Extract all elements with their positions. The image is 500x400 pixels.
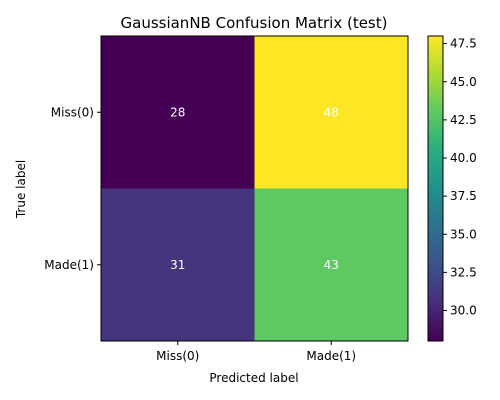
- chart-title: GaussianNB Confusion Matrix (test): [121, 14, 388, 32]
- y-axis: Miss(0) Made(1): [44, 105, 101, 272]
- x-axis: Miss(0) Made(1): [156, 341, 356, 363]
- cell-value-label: 48: [324, 105, 339, 119]
- x-axis-label: Predicted label: [209, 371, 298, 385]
- colorbar-tick-label: 30.0: [450, 304, 477, 318]
- cell-value-label: 31: [170, 258, 185, 272]
- heatmap-cells: 28 48 31 43: [101, 36, 409, 342]
- colorbar-tick-label: 32.5: [450, 265, 477, 279]
- y-axis-label: True label: [14, 160, 28, 219]
- y-tick-label: Made(1): [44, 258, 94, 272]
- colorbar-tick-label: 40.0: [450, 151, 477, 165]
- colorbar-tick-label: 35.0: [450, 227, 477, 241]
- colorbar-tick-label: 47.5: [450, 37, 477, 51]
- colorbar-tick-label: 42.5: [450, 113, 477, 127]
- colorbar-axis: 30.0 32.5 35.0 37.5 40.0 42.5 45.0 47.5: [443, 37, 477, 318]
- cell-value-label: 43: [324, 258, 339, 272]
- colorbar: [428, 36, 443, 341]
- x-tick-label: Miss(0): [156, 349, 199, 363]
- colorbar-tick-label: 45.0: [450, 75, 477, 89]
- y-tick-label: Miss(0): [51, 105, 94, 119]
- cell-value-label: 28: [170, 105, 185, 119]
- x-tick-label: Made(1): [306, 349, 356, 363]
- colorbar-tick-label: 37.5: [450, 189, 477, 203]
